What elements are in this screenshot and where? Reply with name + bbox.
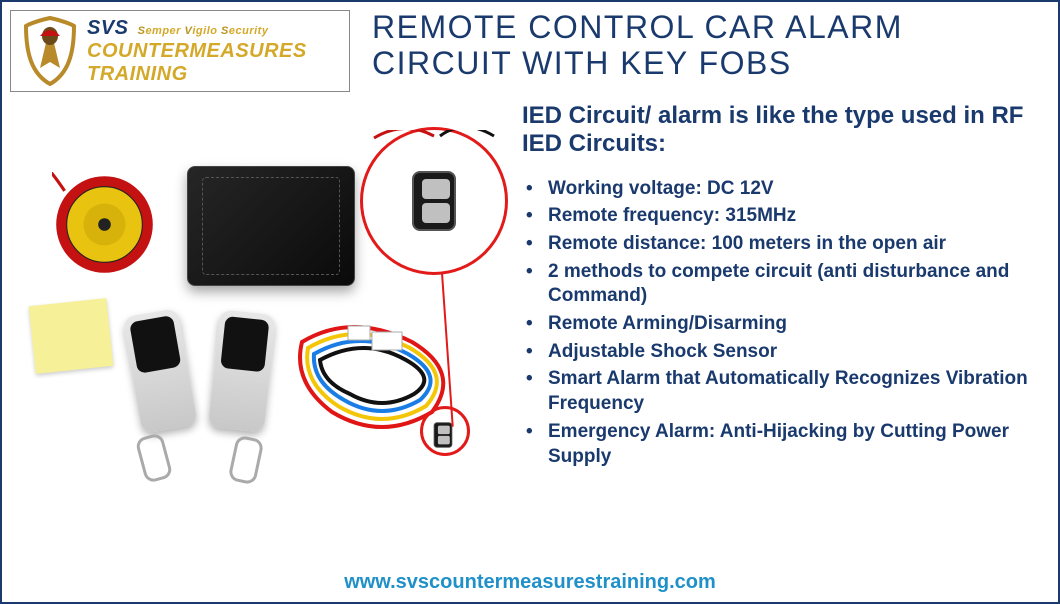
list-item: Smart Alarm that Automatically Recognize…	[522, 367, 1042, 416]
logo-line3: TRAINING	[87, 63, 307, 86]
product-image	[22, 152, 502, 532]
list-item: Remote frequency: 315MHz	[522, 204, 1042, 229]
logo-shield-icon	[19, 16, 81, 86]
keyfob-1-icon	[122, 308, 198, 434]
callout-target-icon	[420, 406, 470, 456]
page-title: REMOTE CONTROL CAR ALARM CIRCUIT WITH KE…	[372, 10, 1042, 82]
logo-text: SVS Semper Vigilo Security COUNTERMEASUR…	[87, 17, 307, 86]
content-block: IED Circuit/ alarm is like the type used…	[522, 102, 1042, 472]
clip-wires-icon	[364, 130, 504, 170]
list-item: Remote Arming/Disarming	[522, 312, 1042, 337]
list-item: Working voltage: DC 12V	[522, 177, 1042, 202]
list-item: 2 methods to compete circuit (anti distu…	[522, 260, 1042, 309]
subheading: IED Circuit/ alarm is like the type used…	[522, 102, 1042, 159]
list-item: Remote distance: 100 meters in the open …	[522, 232, 1042, 257]
logo-line2: COUNTERMEASURES	[87, 40, 307, 63]
keychain-2-icon	[228, 435, 265, 486]
yellow-card-icon	[29, 298, 114, 374]
logo-line1-main: SVS	[87, 17, 129, 39]
logo-motto: Semper Vigilo Security	[138, 25, 269, 37]
logo-box: SVS Semper Vigilo Security COUNTERMEASUR…	[10, 10, 350, 92]
list-item: Adjustable Shock Sensor	[522, 340, 1042, 365]
keychain-1-icon	[135, 432, 174, 484]
snap-clip-zoom-icon	[412, 171, 456, 231]
bullet-list: Working voltage: DC 12V Remote frequency…	[522, 177, 1042, 470]
control-module-icon	[187, 166, 355, 286]
footer-url[interactable]: www.svscountermeasurestraining.com	[2, 571, 1058, 594]
list-item: Emergency Alarm: Anti-Hijacking by Cutti…	[522, 420, 1042, 469]
keyfob-2-icon	[208, 309, 276, 432]
siren-icon	[52, 172, 157, 277]
